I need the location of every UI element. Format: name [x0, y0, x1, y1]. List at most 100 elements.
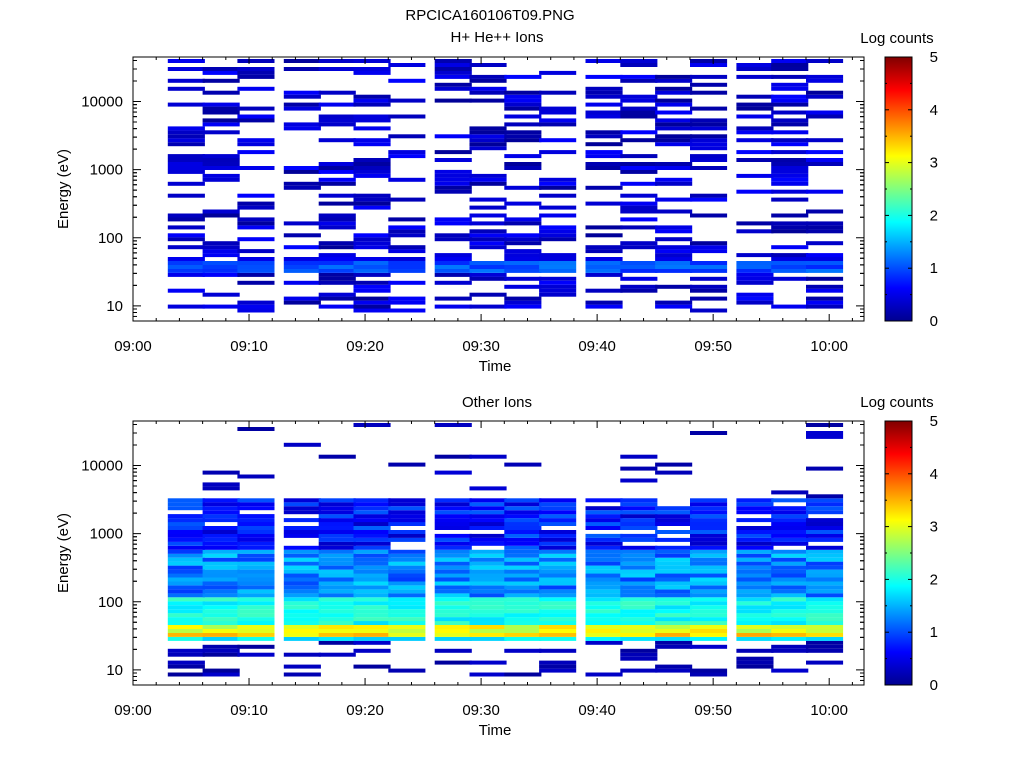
heatmap-cell [806, 545, 844, 550]
heatmap-cell [434, 98, 472, 103]
heatmap-cell [504, 94, 542, 99]
heatmap-cell [504, 526, 542, 530]
colorbar-tick-label: 4 [930, 102, 938, 119]
heatmap-cell [655, 597, 693, 602]
heatmap-cell [771, 510, 809, 515]
heatmap-cell [318, 514, 356, 519]
heatmap-cell [539, 106, 577, 111]
heatmap-cell [469, 486, 507, 491]
heatmap-cell [539, 514, 577, 519]
heatmap-cell [771, 261, 809, 265]
heatmap-cell [318, 530, 356, 534]
heatmap-cell [469, 454, 507, 459]
heatmap-cell [202, 486, 240, 491]
heatmap-cell [736, 557, 774, 562]
x-tick-label: 09:30 [462, 338, 500, 355]
heatmap-cell [806, 510, 844, 515]
heatmap-cell [202, 565, 240, 570]
heatmap-cell [655, 522, 693, 526]
heatmap-cell [353, 268, 391, 273]
heatmap-cell [469, 573, 507, 578]
heatmap-cell [434, 502, 472, 507]
heatmap-cell [434, 573, 472, 578]
heatmap-cell [690, 597, 728, 602]
heatmap-cell [283, 581, 321, 586]
heatmap-cell [585, 632, 623, 637]
heatmap-cell [585, 561, 623, 566]
x-tick-label: 09:00 [114, 338, 152, 355]
heatmap-cell [283, 652, 321, 657]
heatmap-cell [504, 90, 542, 95]
heatmap-cell [237, 304, 275, 309]
heatmap-cell [585, 185, 623, 190]
heatmap-cell [167, 181, 205, 186]
heatmap-cell [585, 249, 623, 254]
heatmap-cell [771, 102, 809, 107]
heatmap-cell [806, 94, 844, 99]
heatmap-cell [353, 173, 391, 178]
heatmap-cell [806, 257, 844, 261]
heatmap-cell [620, 138, 658, 143]
heatmap-cell [806, 549, 844, 554]
heatmap-cell [167, 549, 205, 554]
heatmap-cell [690, 625, 728, 629]
heatmap-cell [469, 292, 507, 297]
heatmap-cell [167, 498, 205, 503]
heatmap-cell [283, 498, 321, 503]
heatmap-cell [283, 625, 321, 629]
colorbar-top-ticks: 0 1 2 3 4 5 [885, 49, 938, 330]
heatmap-cell [771, 589, 809, 594]
heatmap-cell [690, 265, 728, 269]
heatmap-cell [434, 581, 472, 586]
heatmap-cell [655, 86, 693, 91]
heatmap-cell [202, 518, 240, 523]
heatmap-cell [620, 181, 658, 186]
heatmap-cell [388, 261, 426, 265]
heatmap-cell [167, 102, 205, 107]
heatmap-cell [388, 308, 426, 313]
heatmap-cell [620, 63, 658, 67]
heatmap-cell [434, 660, 472, 665]
heatmap-cell [539, 613, 577, 618]
heatmap-cell [434, 59, 472, 63]
heatmap-cell [167, 621, 205, 625]
heatmap-cell [388, 573, 426, 578]
heatmap-cell [237, 150, 275, 155]
heatmap-cell [806, 431, 844, 435]
heatmap-cell [237, 427, 275, 431]
heatmap-cell [469, 146, 507, 151]
heatmap-cell [806, 530, 844, 534]
heatmap-cell [806, 74, 844, 79]
heatmap-cell [434, 217, 472, 222]
heatmap-cell [504, 573, 542, 578]
heatmap-cell [736, 498, 774, 503]
heatmap-cell [655, 629, 693, 633]
heatmap-cell [434, 257, 472, 261]
heatmap-cell [237, 498, 275, 503]
heatmap-cell [167, 605, 205, 610]
heatmap-cell [736, 664, 774, 669]
heatmap-cell [469, 213, 507, 218]
heatmap-cell [620, 510, 658, 515]
heatmap-cell [504, 510, 542, 515]
heatmap-cell [655, 126, 693, 131]
heatmap-cell [469, 229, 507, 234]
heatmap-cell [620, 593, 658, 598]
heatmap-cell [434, 70, 472, 75]
heatmap-cell [504, 102, 542, 107]
heatmap-cell [469, 261, 507, 265]
heatmap-cell [585, 621, 623, 625]
heatmap-cell [655, 229, 693, 234]
heatmap-cell [353, 569, 391, 574]
heatmap-cell [690, 644, 728, 649]
heatmap-cell [736, 292, 774, 297]
heatmap-cell [237, 526, 275, 530]
heatmap-cell [469, 617, 507, 622]
heatmap-cell [283, 221, 321, 226]
heatmap-cell [202, 573, 240, 578]
heatmap-cell [690, 158, 728, 162]
heatmap-cell [167, 67, 205, 71]
heatmap-cell [504, 237, 542, 242]
heatmap-cell [771, 632, 809, 637]
heatmap-cell [771, 533, 809, 538]
